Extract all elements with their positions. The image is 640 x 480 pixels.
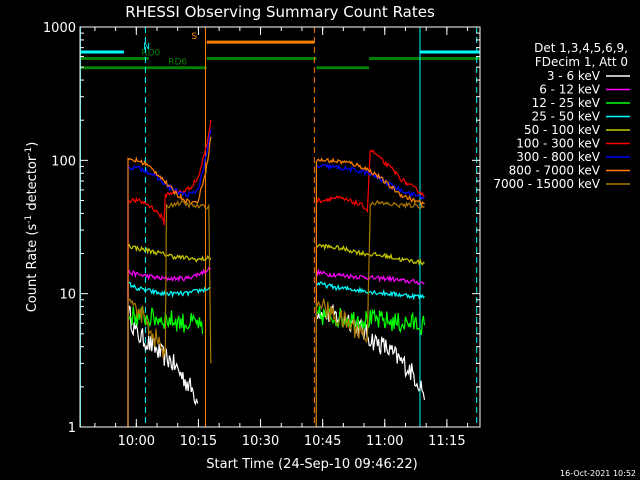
y-axis-label-mid: detector xyxy=(25,155,40,215)
chart-title: RHESSI Observing Summary Count Rates xyxy=(125,3,435,21)
legend-label-3: 25 - 50 keV xyxy=(532,110,601,124)
flags-layer: N S RD0 RD6 xyxy=(80,32,480,70)
legend-header-line-1: Det 1,3,4,5,6,9, xyxy=(534,41,628,55)
series-4-segment-0 xyxy=(127,243,212,427)
legend-label-4: 50 - 100 keV xyxy=(524,123,601,137)
x-tick-label: 10:30 xyxy=(242,434,279,449)
x-tick-label: 10:15 xyxy=(180,434,217,449)
legend-header-line-2: FDecim 1, Att 0 xyxy=(535,55,628,69)
series-2-segment-1 xyxy=(315,306,426,427)
series-5-segment-1 xyxy=(315,149,425,427)
y-axis-label-main: Count Rate (s xyxy=(25,224,40,313)
y-axis-label: Count Rate (s-1 detector-1) xyxy=(24,142,40,313)
plot-area: N S RD0 RD6 xyxy=(79,27,480,427)
series-3-segment-1 xyxy=(315,281,425,427)
x-tick-label: 11:15 xyxy=(428,434,465,449)
legend-label-8: 7000 - 15000 keV xyxy=(493,177,600,191)
series-2-segment-0 xyxy=(127,306,204,427)
y-axis-label-end: ) xyxy=(25,142,40,147)
flag-n-label: N xyxy=(143,42,150,52)
x-axis-label: Start Time (24-Sep-10 09:46:22) xyxy=(206,457,417,472)
series-1-segment-1 xyxy=(315,268,425,427)
legend-label-0: 3 - 6 keV xyxy=(547,69,601,83)
x-axis: 10:00 10:15 10:30 10:45 11:00 11:15 xyxy=(94,27,469,449)
series-layer xyxy=(127,120,426,427)
x-tick-label: 10:00 xyxy=(118,434,155,449)
series-3-segment-0 xyxy=(127,281,212,427)
y-axis: 1 10 100 1000 xyxy=(43,21,480,436)
legend-label-6: 300 - 800 keV xyxy=(516,150,600,164)
series-1-segment-0 xyxy=(127,266,212,427)
y-axis-label-sup-1: -1 xyxy=(24,215,34,224)
legend-label-2: 12 - 25 keV xyxy=(532,96,601,110)
x-tick-label: 10:45 xyxy=(304,434,341,449)
series-6-segment-0 xyxy=(127,129,212,427)
series-5-segment-0 xyxy=(127,120,212,427)
x-tick-label: 11:00 xyxy=(366,434,403,449)
legend: Det 1,3,4,5,6,9, FDecim 1, Att 0 3 - 6 k… xyxy=(493,41,630,191)
series-7-segment-0 xyxy=(127,136,212,427)
plot-frame xyxy=(79,26,481,428)
y-tick-label: 1000 xyxy=(43,21,76,36)
flag-rd6-label: RD6 xyxy=(168,58,187,68)
y-tick-label: 1 xyxy=(68,421,76,436)
y-axis-label-sup-2: -1 xyxy=(24,147,34,156)
series-0-segment-0 xyxy=(127,305,199,427)
series-7-segment-1 xyxy=(315,157,425,427)
series-6-segment-1 xyxy=(315,163,425,427)
generation-timestamp: 16-Oct-2021 10:52 xyxy=(560,469,636,478)
legend-label-5: 100 - 300 keV xyxy=(516,137,600,151)
flag-s-label: S xyxy=(191,32,197,42)
series-8-segment-1 xyxy=(315,199,425,427)
series-8-segment-0 xyxy=(127,199,212,427)
legend-label-1: 6 - 12 keV xyxy=(539,83,601,97)
flag-rd0-label: RD0 xyxy=(141,49,160,59)
y-tick-label: 100 xyxy=(51,154,76,169)
y-tick-label: 10 xyxy=(59,288,76,303)
legend-label-7: 800 - 7000 keV xyxy=(509,164,601,178)
